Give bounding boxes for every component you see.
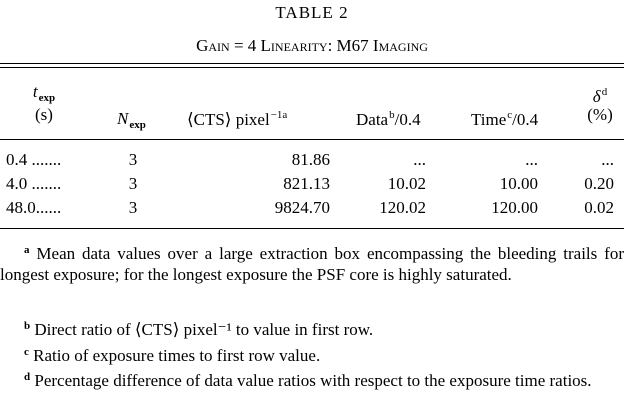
footnote-b: b Direct ratio of ⟨CTS⟩ pixel⁻¹ to value… (24, 320, 374, 339)
header-texp-unit: (s) (35, 105, 53, 124)
cell-time-row2: 10.00 (499, 174, 538, 193)
cell-texp-row1: 0.4 ....... (6, 150, 62, 169)
cell-time-row3: 120.00 (491, 198, 538, 217)
cell-data-row2: 10.02 (387, 174, 426, 193)
cell-cts-row2: 821.13 (283, 174, 330, 193)
table-number: TABLE 2 (275, 3, 349, 22)
cell-cts-row1: 81.86 (291, 150, 330, 169)
top-rule (0, 63, 624, 64)
header-rule (0, 139, 624, 140)
cell-delta-row3: 0.02 (584, 198, 614, 217)
cell-texp-row2: 4.0 ....... (6, 174, 62, 193)
cell-cts-row3: 9824.70 (274, 198, 330, 217)
cell-delta-row1: ... (601, 150, 614, 169)
bottom-rule (0, 228, 624, 229)
header-delta: δd (592, 86, 608, 106)
footnote-a: a Mean data values over a large extracti… (0, 244, 624, 284)
cell-time-row1: ... (525, 150, 538, 169)
header-data: Datab/0.4 (356, 109, 421, 129)
cell-texp-row3: 48.0...... (6, 198, 62, 217)
header-nexp: Nexp (117, 109, 146, 131)
header-delta-unit: (%) (587, 105, 613, 124)
cell-data-row3: 120.02 (379, 198, 426, 217)
header-texp: texp (32, 82, 56, 104)
cell-delta-row2: 0.20 (584, 174, 614, 193)
cell-nexp-row3: 3 (128, 198, 138, 217)
table-caption: Gain = 4 Linearity: M67 Imaging (196, 36, 428, 55)
footnote-c: c Ratio of exposure times to first row v… (24, 346, 321, 365)
cell-nexp-row2: 3 (128, 174, 138, 193)
footnote-d: d Percentage difference of data value ra… (24, 371, 592, 390)
header-time: Timec/0.4 (471, 109, 539, 129)
top-rule-double (0, 67, 624, 68)
header-cts: ⟨CTS⟩ pixel−1a (187, 109, 288, 129)
cell-data-row1: ... (413, 150, 426, 169)
cell-nexp-row1: 3 (128, 150, 138, 169)
